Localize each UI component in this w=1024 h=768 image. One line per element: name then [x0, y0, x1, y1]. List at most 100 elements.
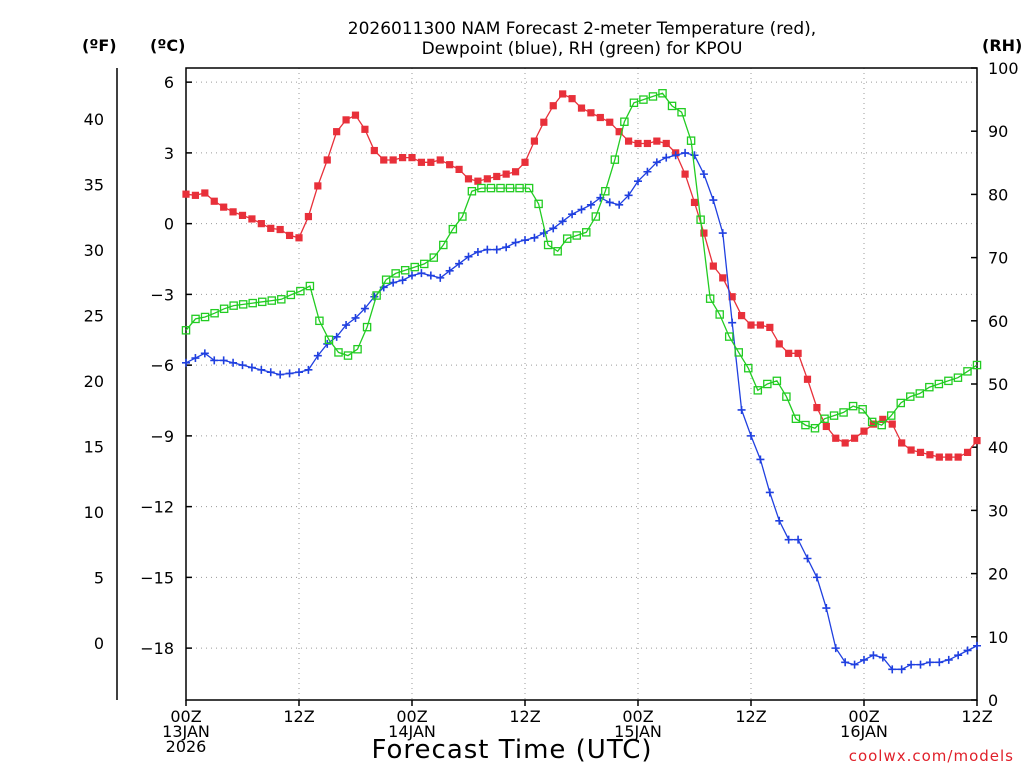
rh-point [334, 348, 343, 357]
dewpoint-point [850, 660, 859, 669]
fahrenheit-tick-label: 35 [84, 175, 104, 194]
2-meter-temperature-point [766, 323, 774, 332]
2-meter-temperature-point [963, 448, 972, 456]
2-meter-temperature-point [624, 137, 633, 145]
rh-point [229, 301, 238, 310]
2-meter-temperature-point [643, 139, 652, 148]
title-line-1: 2026011300 NAM Forecast 2-meter Temperat… [348, 19, 816, 39]
dewpoint-point [916, 660, 925, 669]
rh-tick-label: 20 [988, 565, 1008, 584]
2-meter-temperature-point [662, 139, 670, 148]
2-meter-temperature-point [737, 312, 746, 320]
grid-lines [186, 68, 977, 700]
dewpoint-point [690, 151, 699, 160]
rh-point [686, 136, 696, 145]
rh-point [925, 382, 934, 392]
celsius-tick-label: 3 [164, 144, 174, 163]
rh-point [362, 322, 372, 332]
rh-point [582, 228, 591, 237]
dewpoint-point [756, 455, 765, 464]
chart-title: 2026011300 NAM Forecast 2-meter Temperat… [348, 19, 816, 59]
2-meter-temperature-point [568, 95, 576, 103]
2-meter-temperature-point [323, 156, 331, 164]
x-axis-title: Forecast Time (UTC) [371, 735, 652, 765]
dewpoint-point [963, 646, 972, 655]
dewpoint-point [643, 167, 652, 176]
2-meter-temperature-point [700, 229, 708, 237]
2-meter-temperature-point [559, 90, 567, 98]
dewpoint-point [775, 516, 784, 525]
rh-point [315, 316, 324, 326]
2-meter-temperature-point [182, 190, 190, 198]
dewpoint-point [794, 535, 803, 544]
fahrenheit-tick-label: 5 [94, 568, 104, 587]
dewpoint-point [568, 210, 577, 219]
x-tick-label: 00Z [848, 707, 879, 726]
rh-tick-label: 60 [988, 312, 1008, 331]
rh-point [391, 269, 400, 278]
2-meter-temperature-point [775, 340, 783, 348]
rh-point [286, 290, 296, 300]
dewpoint-point [360, 304, 369, 313]
rh-point [562, 234, 572, 243]
dewpoint-point [605, 198, 614, 207]
rh-point [639, 95, 648, 104]
dewpoint-point [417, 269, 426, 278]
dewpoint-point [699, 170, 708, 179]
2-meter-temperature-point [879, 415, 887, 423]
rh-tick-label: 80 [988, 185, 1008, 204]
rh-point [420, 259, 429, 269]
dewpoint-point [200, 349, 209, 358]
2-meter-temperature-point [596, 113, 604, 122]
x-tick-label: 15JAN [614, 722, 662, 741]
dewpoint-point [266, 368, 275, 377]
rh-point [524, 183, 534, 193]
dewpoint-point [426, 271, 435, 280]
series-layer [181, 89, 982, 674]
rh-point [820, 414, 829, 424]
2-meter-temperature-point [719, 274, 727, 282]
2-meter-temperature-point [314, 182, 322, 190]
rh-point [467, 186, 477, 196]
rh-point [296, 286, 305, 296]
rh-point [353, 344, 362, 354]
rh-point [277, 295, 286, 304]
dewpoint-point [765, 488, 774, 497]
2-meter-temperature-point [398, 154, 407, 162]
dewpoint-point [238, 361, 247, 370]
credit-watermark: coolwx.com/models [849, 747, 1014, 765]
2-meter-temperature-point [210, 197, 218, 205]
dewpoint-point [709, 196, 718, 205]
rh-point [744, 363, 753, 373]
celsius-tick-label: −15 [140, 568, 174, 587]
2-meter-temperature-point [474, 177, 482, 185]
dewpoint-point [973, 641, 981, 650]
2-meter-temperature-point [408, 154, 416, 162]
x-tick-label: 12Z [283, 707, 314, 726]
2-meter-temperature-point [417, 158, 426, 166]
2-meter-temperature-point [916, 448, 925, 456]
2-meter-temperature-point [898, 439, 906, 447]
2-meter-temperature-point [653, 137, 661, 145]
2-meter-temperature-point [285, 231, 294, 240]
rh-point [496, 183, 505, 193]
2-meter-temperature-point [380, 156, 388, 164]
2-meter-temperature-point [483, 175, 491, 183]
2-meter-temperature-point [295, 234, 303, 242]
rh-point [572, 231, 581, 240]
2-meter-temperature-point [907, 446, 915, 454]
dewpoint-point [229, 358, 238, 367]
2-meter-temperature-point [521, 158, 529, 166]
rh-point [839, 408, 848, 417]
dewpoint-point [530, 233, 539, 242]
dewpoint-point [219, 356, 228, 365]
dewpoint-point [831, 644, 840, 653]
2-meter-temperature-point [446, 161, 454, 169]
2-meter-temperature-point [926, 451, 934, 459]
rh-point [858, 405, 867, 414]
dewpoint-point [869, 651, 878, 660]
dewpoint-point [681, 148, 690, 157]
x-tick-label: 00Z [622, 707, 653, 726]
dewpoint-point [954, 651, 963, 660]
rh-point [248, 298, 257, 308]
